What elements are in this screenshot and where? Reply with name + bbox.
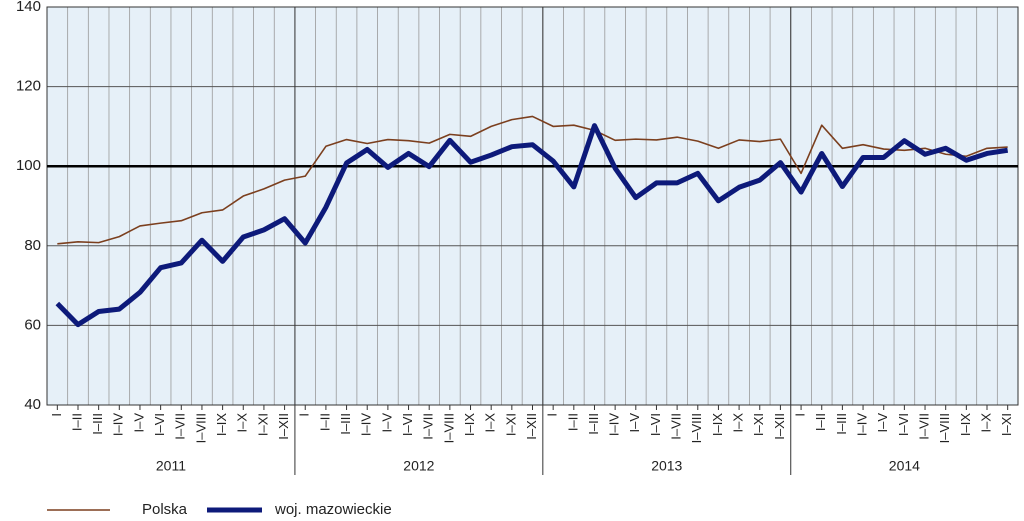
x-tick-label: I–II: [565, 413, 580, 431]
x-tick-label: I: [545, 413, 560, 417]
x-tick-label: I–VIII: [937, 413, 952, 443]
x-tick-label: I–V: [627, 413, 642, 433]
legend-label: woj. mazowieckie: [274, 501, 392, 518]
x-tick-label: I–IX: [710, 413, 725, 436]
x-tick-label: I–VI: [648, 413, 663, 436]
x-tick-label: I–XII: [772, 413, 787, 440]
x-tick-label: I–X: [978, 413, 993, 433]
y-tick-label: 100: [16, 157, 41, 174]
year-label: 2012: [403, 458, 434, 474]
year-label: 2013: [651, 458, 682, 474]
x-tick-label: I–VII: [669, 413, 684, 440]
x-tick-label: I–VIII: [193, 413, 208, 443]
x-tick-label: I–VIII: [441, 413, 456, 443]
x-tick-label: I–IV: [854, 413, 869, 436]
x-tick-label: I–III: [834, 413, 849, 435]
x-tick-label: I–IX: [958, 413, 973, 436]
x-tick-label: I–IX: [214, 413, 229, 436]
year-label: 2014: [889, 458, 920, 474]
x-tick-label: I–X: [731, 413, 746, 433]
plot-area: [47, 7, 1018, 405]
x-tick-label: I–III: [90, 413, 105, 435]
legend-label: Polska: [142, 501, 188, 518]
x-tick-label: I–XI: [503, 413, 518, 436]
x-tick-label: I: [793, 413, 808, 417]
x-tick-label: I–IV: [111, 413, 126, 436]
x-tick-label: I–VI: [896, 413, 911, 436]
series-line: [57, 115, 1008, 245]
x-tick-label: I–XI: [751, 413, 766, 436]
y-tick-label: 80: [24, 237, 41, 254]
x-tick-label: I–VII: [173, 413, 188, 440]
y-tick-label: 140: [16, 0, 41, 15]
x-tick-label: I–X: [483, 413, 498, 433]
x-tick-label: I: [49, 413, 64, 417]
x-tick-label: I–IV: [359, 413, 374, 436]
x-tick-label: I–VII: [916, 413, 931, 440]
y-tick-label: 60: [24, 316, 41, 333]
series-line: [55, 123, 1009, 328]
x-tick-label: I: [297, 413, 312, 417]
x-tick-label: I–XII: [524, 413, 539, 440]
x-tick-label: I–VII: [421, 413, 436, 440]
x-tick-label: I–VIII: [689, 413, 704, 443]
x-tick-label: I–II: [813, 413, 828, 431]
x-tick-label: I–IX: [462, 413, 477, 436]
x-tick-label: I–V: [379, 413, 394, 433]
x-tick-label: I–X: [235, 413, 250, 433]
x-tick-label: I–V: [131, 413, 146, 433]
x-tick-label: I–II: [317, 413, 332, 431]
x-tick-label: I–VI: [152, 413, 167, 436]
x-tick-label: I–XI: [999, 413, 1014, 436]
y-tick-label: 120: [16, 78, 41, 95]
x-tick-label: I–V: [875, 413, 890, 433]
x-tick-label: I–II: [69, 413, 84, 431]
x-tick-label: I–III: [586, 413, 601, 435]
x-tick-label: I–VI: [400, 413, 415, 436]
x-tick-label: I–XI: [255, 413, 270, 436]
y-tick-label: 40: [24, 396, 41, 413]
x-tick-label: I–IV: [607, 413, 622, 436]
x-tick-label: I–XII: [276, 413, 291, 440]
year-label: 2011: [156, 458, 186, 474]
x-tick-label: I–III: [338, 413, 353, 435]
